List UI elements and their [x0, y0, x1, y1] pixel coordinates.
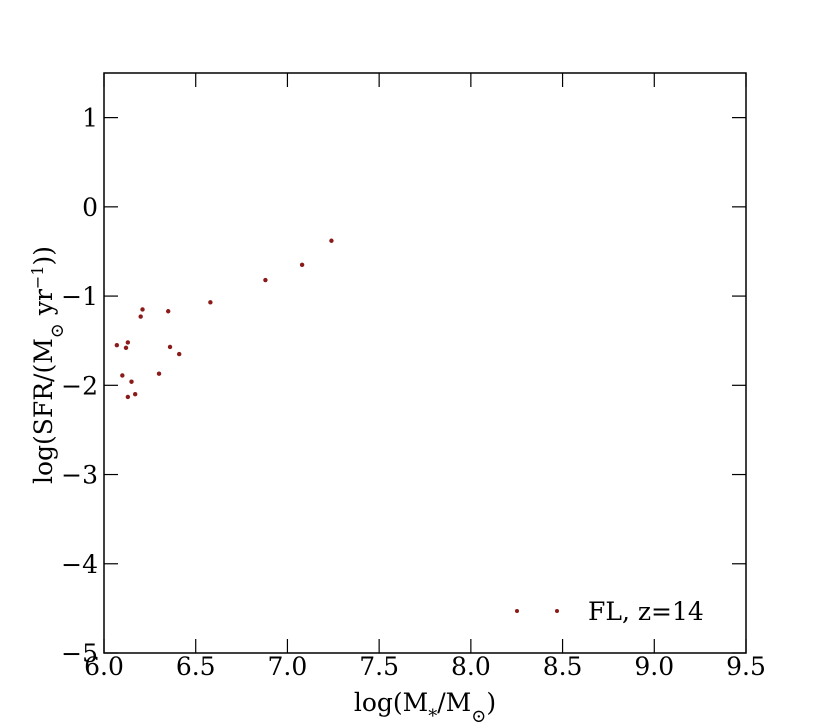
- x-tick-label: 9.5: [726, 652, 766, 681]
- x-axis-title: log(M*/M⊙): [354, 688, 496, 727]
- data-point: [208, 300, 213, 305]
- x-tick-label: 7.5: [359, 652, 399, 681]
- data-point: [125, 340, 131, 345]
- axis-ticks: [103, 73, 747, 654]
- legend: FL, z=14: [515, 597, 704, 626]
- data-point: [132, 392, 138, 397]
- data-point: [177, 351, 182, 357]
- data-point: [167, 344, 173, 350]
- x-tick-label: 6.5: [176, 652, 216, 681]
- y-tick-label: −3: [61, 461, 98, 490]
- x-tick-label: 8.5: [543, 652, 583, 681]
- data-point: [120, 373, 125, 378]
- x-tick-label: 8.0: [451, 652, 491, 681]
- data-point: [125, 394, 131, 400]
- data-point: [166, 309, 171, 314]
- plot-area-frame: [103, 72, 747, 654]
- data-point: [299, 262, 305, 268]
- data-point: [123, 345, 129, 351]
- data-points: [114, 238, 334, 400]
- data-point: [129, 379, 134, 384]
- data-point: [114, 342, 120, 348]
- legend-marker: [555, 609, 559, 613]
- x-tick-label: 9.0: [634, 652, 674, 681]
- x-tick-label: 6.0: [84, 652, 124, 681]
- y-tick-label: −1: [61, 282, 98, 311]
- y-tick-label: 0: [82, 193, 98, 222]
- data-point: [140, 307, 145, 312]
- y-tick-label: −5: [61, 639, 98, 668]
- data-point: [329, 238, 334, 243]
- legend-marker: [515, 609, 519, 613]
- x-tick-label: 7.0: [268, 652, 308, 681]
- y-tick-label: −2: [61, 371, 98, 400]
- data-point: [138, 314, 143, 319]
- axis-tick-labels: 6.0 6.5 7.0 7.5 8.0 8.5 9.0 9.5 −5 −4 −3 −2 −1 0 1: [61, 104, 766, 681]
- legend-label: FL, z=14: [588, 597, 704, 626]
- y-tick-label: 1: [82, 104, 98, 133]
- data-point: [156, 371, 162, 376]
- y-tick-label: −4: [61, 550, 98, 579]
- data-point: [263, 277, 268, 283]
